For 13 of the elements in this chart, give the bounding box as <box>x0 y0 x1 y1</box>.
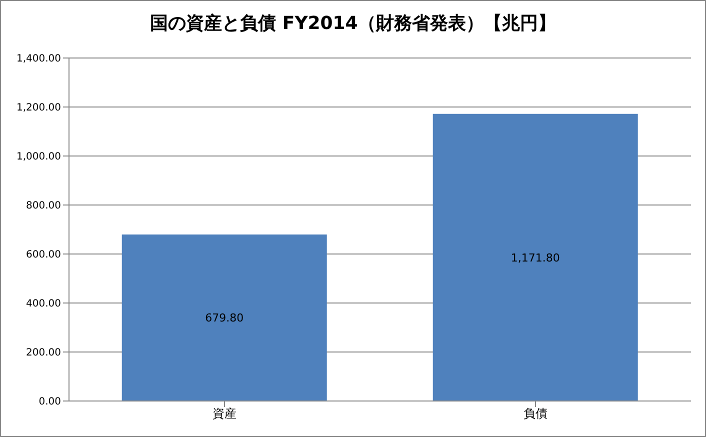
data-label: 1,171.80 <box>510 251 560 264</box>
x-tick-label: 資産 <box>212 406 236 421</box>
y-tick-label: 1,200.00 <box>16 102 61 114</box>
x-tick-label: 負債 <box>524 406 548 421</box>
y-tick-label: 400.00 <box>26 298 61 310</box>
y-tick-label: 600.00 <box>26 250 61 261</box>
y-tick-label: 200.00 <box>26 348 61 359</box>
y-tick-label: 1,000.00 <box>16 152 61 163</box>
data-label: 679.80 <box>205 312 244 325</box>
y-tick-label: 800.00 <box>26 200 61 212</box>
y-tick-label: 0.00 <box>38 396 61 408</box>
chart-title: 国の資産と負債 FY2014（財務省発表）【兆円】 <box>149 12 557 35</box>
y-tick-label: 1,400.00 <box>16 54 61 65</box>
